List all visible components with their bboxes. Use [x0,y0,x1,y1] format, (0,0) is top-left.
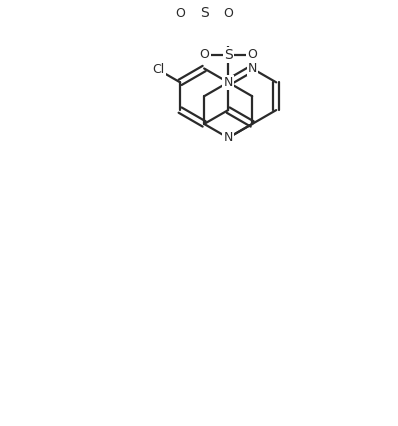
Text: O: O [176,6,185,20]
Text: N: N [248,62,257,75]
Text: Cl: Cl [152,63,165,76]
Text: O: O [247,48,257,61]
Text: S: S [224,48,232,62]
Text: S: S [200,6,209,20]
Text: O: O [200,48,209,61]
Text: N: N [224,76,233,89]
Text: O: O [223,6,233,20]
Text: N: N [224,131,233,144]
